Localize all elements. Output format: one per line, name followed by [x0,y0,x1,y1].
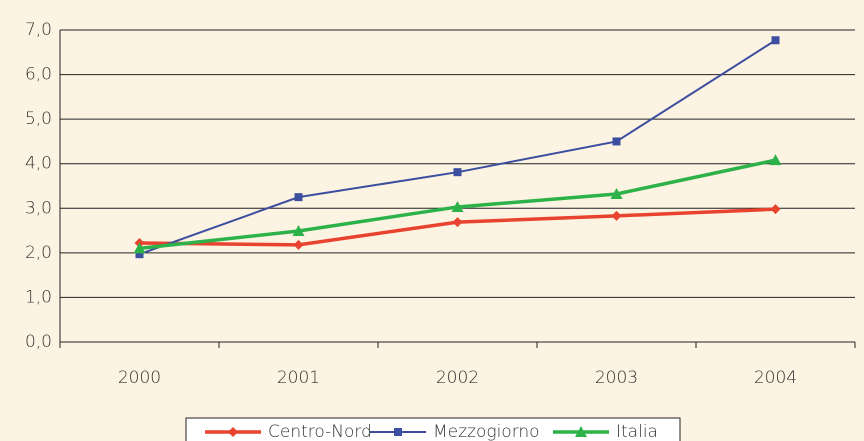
marker [292,225,305,237]
x-tick-label: 2001 [277,368,320,388]
legend-label: Centro-Nord [268,422,372,441]
x-tick-label: 2000 [118,368,161,388]
marker [394,428,402,436]
marker [771,36,780,45]
y-tick-label: 0,0 [25,332,52,352]
y-tick-label: 2,0 [25,243,52,263]
marker [612,137,621,146]
y-tick-label: 4,0 [25,154,52,174]
marker [133,242,146,254]
marker [228,427,238,437]
x-tick-label: 2004 [754,368,797,388]
y-tick-label: 1,0 [25,287,52,307]
marker [611,210,622,221]
x-tick-label: 2003 [595,368,638,388]
legend-label: Italia [616,422,658,441]
marker [770,204,781,215]
marker [610,188,623,200]
marker [294,193,303,202]
marker [293,239,304,250]
x-tick-label: 2002 [436,368,479,388]
marker [451,200,464,212]
marker [575,426,587,437]
y-tick-label: 5,0 [25,109,52,129]
marker [135,250,144,259]
marker [452,217,463,228]
y-tick-label: 7,0 [25,20,52,40]
y-tick-label: 6,0 [25,65,52,85]
legend-label: Mezzogiorno [433,422,540,441]
legend-box [185,417,681,441]
marker [453,168,462,177]
y-tick-label: 3,0 [25,198,52,218]
marker [769,154,782,166]
